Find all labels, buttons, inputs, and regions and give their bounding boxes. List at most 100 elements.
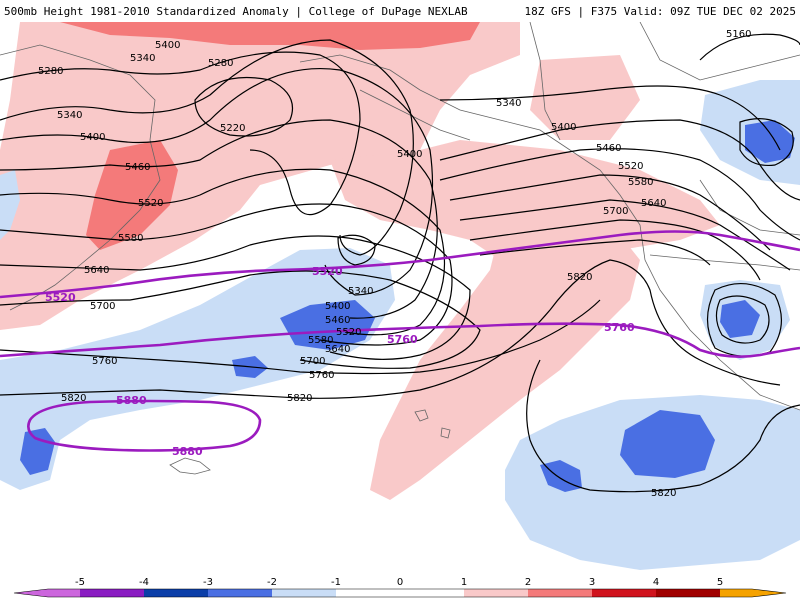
anomaly-area-pos1 bbox=[530, 55, 640, 140]
anomaly-area-neg2 bbox=[280, 300, 375, 350]
contour-label: 5580 bbox=[118, 233, 143, 244]
coastline bbox=[529, 22, 561, 141]
height-contour-5400 bbox=[439, 119, 800, 201]
height-contour-5700 bbox=[0, 270, 481, 369]
contour-label: 5400 bbox=[397, 149, 422, 160]
contour-label: 5400 bbox=[155, 40, 180, 51]
contour-label: 5340 bbox=[496, 98, 521, 109]
height-contour-5820 bbox=[0, 259, 781, 399]
colorbar-tick-label: -5 bbox=[75, 577, 85, 588]
coastlines bbox=[0, 22, 800, 475]
height-contour-5340 bbox=[439, 85, 781, 151]
contour-label: 5280 bbox=[38, 66, 63, 77]
contour-label: 5640 bbox=[325, 344, 350, 355]
colorbar-band-pos2 bbox=[528, 589, 592, 597]
highlight-contour-labels: 5520 5520 5760 5760 5880 5880 bbox=[45, 265, 635, 458]
height-contour-low bbox=[715, 295, 770, 344]
coastline bbox=[639, 22, 800, 81]
height-contour-5580 bbox=[459, 199, 791, 271]
height-contour-5640 bbox=[0, 235, 471, 360]
contour-label: 5640 bbox=[641, 198, 666, 209]
contour-label: 5340 bbox=[348, 286, 373, 297]
colorbar-tick-labels: -5 -4 -3 -2 -1 0 1 2 3 4 5 bbox=[75, 577, 723, 588]
contour-label: 5340 bbox=[57, 110, 82, 121]
anomaly-area-neg2 bbox=[720, 300, 760, 338]
contour-label: 5820 bbox=[61, 393, 86, 404]
highlight-contour-5760 bbox=[0, 322, 800, 358]
contour-label: 5160 bbox=[726, 29, 751, 40]
contour-labels: 5160 5220 5280 5280 5340 5340 5340 5340 … bbox=[38, 29, 751, 499]
anomaly-area-neg2 bbox=[20, 428, 55, 475]
colorbar-tick-label: 3 bbox=[589, 577, 595, 588]
coastline bbox=[299, 54, 800, 411]
colorbar-band-neg5 bbox=[48, 589, 80, 597]
colorbar-outline bbox=[13, 588, 787, 598]
negative-anomaly-shading bbox=[0, 80, 800, 570]
colorbar-arrow-right bbox=[752, 589, 786, 597]
map-title: 500mb Height 1981-2010 Standardized Anom… bbox=[4, 5, 468, 18]
island-outline bbox=[169, 457, 211, 475]
positive-anomaly-shading bbox=[0, 22, 720, 500]
colorbar-band-neg4 bbox=[80, 589, 144, 597]
contour-label: 5700 bbox=[603, 206, 628, 217]
colorbar-band-pos3 bbox=[592, 589, 656, 597]
highlight-contour-label: 5880 bbox=[172, 445, 203, 458]
height-contour-5700 bbox=[479, 239, 711, 266]
anomaly-area-pos1 bbox=[370, 225, 640, 500]
contour-label: 5400 bbox=[551, 122, 576, 133]
contour-label: 5340 bbox=[130, 53, 155, 64]
colorbar-tick-label: -3 bbox=[203, 577, 213, 588]
contour-label: 5580 bbox=[308, 335, 333, 346]
height-contour-5520 bbox=[0, 168, 446, 336]
anomaly-area-neg2 bbox=[745, 120, 795, 163]
coastline bbox=[0, 44, 161, 311]
colorbar-band-pos1 bbox=[464, 589, 528, 597]
colorbar-tick-label: -4 bbox=[139, 577, 149, 588]
contour-label: 5460 bbox=[125, 162, 150, 173]
contour-label: 5760 bbox=[309, 370, 334, 381]
colorbar-tick-label: 2 bbox=[525, 577, 531, 588]
contour-label: 5220 bbox=[220, 123, 245, 134]
contour-label: 5700 bbox=[300, 356, 325, 367]
colorbar-band-neg2 bbox=[208, 589, 272, 597]
highlight-contour-label: 5520 bbox=[45, 291, 76, 304]
height-contour-5400 bbox=[0, 67, 434, 296]
contour-label: 5820 bbox=[567, 272, 592, 283]
height-contour-low bbox=[337, 234, 376, 266]
highlight-contour-label: 5520 bbox=[312, 265, 343, 278]
header: 500mb Height 1981-2010 Standardized Anom… bbox=[0, 0, 800, 22]
contour-label: 5460 bbox=[325, 315, 350, 326]
contour-label: 5700 bbox=[90, 301, 115, 312]
highlight-contour-5880 bbox=[27, 399, 262, 452]
coastline bbox=[649, 254, 800, 271]
colorbar-tick-label: 5 bbox=[717, 577, 723, 588]
height-contours bbox=[0, 33, 800, 493]
contour-label: 5520 bbox=[336, 327, 361, 338]
contour-label: 5400 bbox=[80, 132, 105, 143]
coastline bbox=[359, 89, 471, 141]
contour-label: 5820 bbox=[287, 393, 312, 404]
height-contour-5520 bbox=[449, 174, 771, 251]
colorbar-tick-label: -1 bbox=[331, 577, 341, 588]
anomaly-area-pos2 bbox=[60, 22, 480, 50]
contour-label: 5460 bbox=[596, 143, 621, 154]
colorbar-tick-label: 1 bbox=[461, 577, 467, 588]
height-contour-5220 bbox=[194, 77, 294, 137]
colorbar-tick-label: -2 bbox=[267, 577, 277, 588]
highlight-contour-label: 5880 bbox=[116, 394, 147, 407]
height-contour-5580 bbox=[0, 203, 453, 346]
island-outline bbox=[414, 409, 429, 422]
height-contour-low bbox=[739, 118, 794, 167]
anomaly-area-pos2 bbox=[86, 140, 178, 250]
colorbar-band-pos5 bbox=[720, 589, 752, 597]
height-contour-5340 bbox=[0, 39, 414, 256]
contour-label: 5280 bbox=[208, 58, 233, 69]
height-contour-5160 bbox=[699, 33, 800, 61]
colorbar-arrow-left bbox=[14, 589, 48, 597]
model-valid-time: 18Z GFS | F375 Valid: 09Z TUE DEC 02 202… bbox=[524, 5, 796, 18]
highlight-contour-5520 bbox=[0, 230, 800, 299]
contour-label: 5820 bbox=[651, 488, 676, 499]
anomaly-map: 5160 5220 5280 5280 5340 5340 5340 5340 … bbox=[0, 22, 800, 577]
height-contour-5760 bbox=[0, 299, 601, 375]
colorbar-tick-label: 0 bbox=[397, 577, 403, 588]
